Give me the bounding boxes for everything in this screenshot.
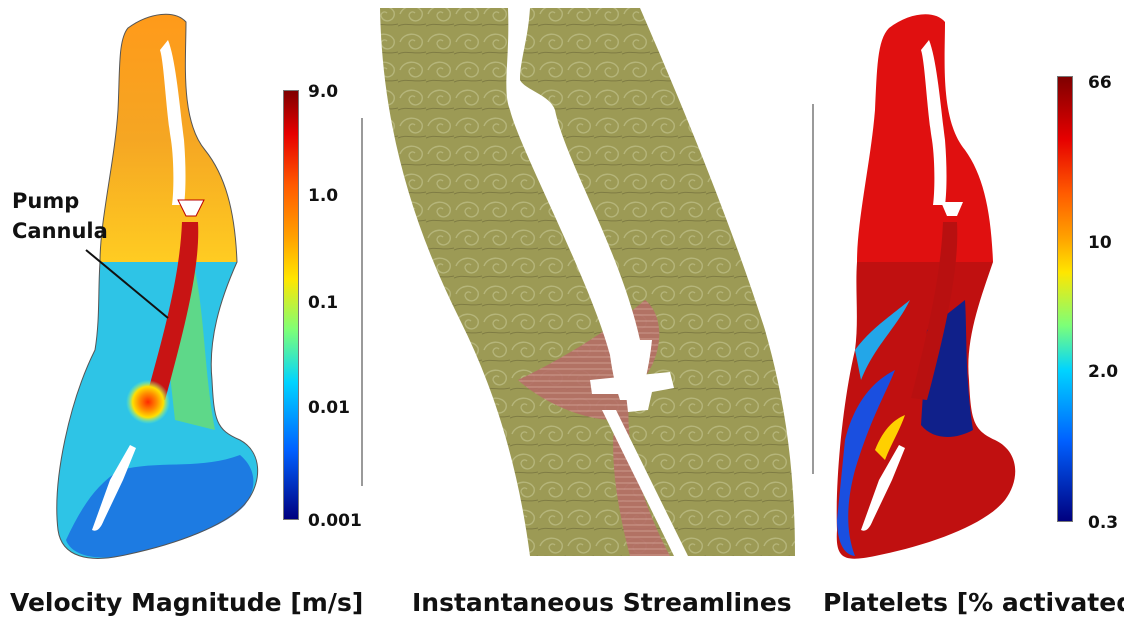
velocity-cannula	[146, 222, 199, 400]
divider-right	[812, 104, 814, 474]
callout-line-2: Cannula	[12, 219, 108, 243]
pump-cannula-callout: Pump Cannula	[12, 186, 108, 246]
divider-left	[361, 118, 363, 486]
velocity-jet	[126, 380, 170, 424]
velocity-tick-0-1: 0.1	[308, 293, 339, 313]
platelets-panel: 66 10 2.0 0.3 Platelets [% activated]	[815, 0, 1124, 624]
platelets-tick-66: 66	[1088, 73, 1112, 93]
streamline-cannula-gap	[506, 8, 652, 400]
platelets-tick-10: 10	[1088, 233, 1112, 253]
streamlines-plot	[380, 8, 795, 556]
velocity-tick-0-001: 0.001	[308, 511, 362, 531]
streamlines-caption: Instantaneous Streamlines	[412, 588, 792, 617]
velocity-tick-9: 9.0	[308, 82, 339, 102]
platelets-tick-0-3: 0.3	[1088, 513, 1119, 533]
velocity-tick-0-01: 0.01	[308, 398, 350, 418]
callout-line-1: Pump	[12, 189, 80, 213]
platelets-tick-2: 2.0	[1088, 362, 1119, 382]
velocity-colorbar	[283, 90, 299, 520]
velocity-caption: Velocity Magnitude [m/s]	[10, 588, 364, 617]
velocity-tick-1: 1.0	[308, 186, 339, 206]
platelets-colorbar	[1057, 76, 1073, 522]
velocity-panel: Pump Cannula 9.0 1.0 0.1 0.01 0.001 Velo…	[0, 0, 380, 624]
velocity-contour-plot	[56, 13, 259, 559]
cannula-callout-line	[85, 249, 169, 319]
streamlines-panel: Instantaneous Streamlines	[370, 0, 810, 624]
platelets-contour-plot	[836, 14, 1016, 559]
platelets-caption: Platelets [% activated]	[823, 588, 1124, 617]
